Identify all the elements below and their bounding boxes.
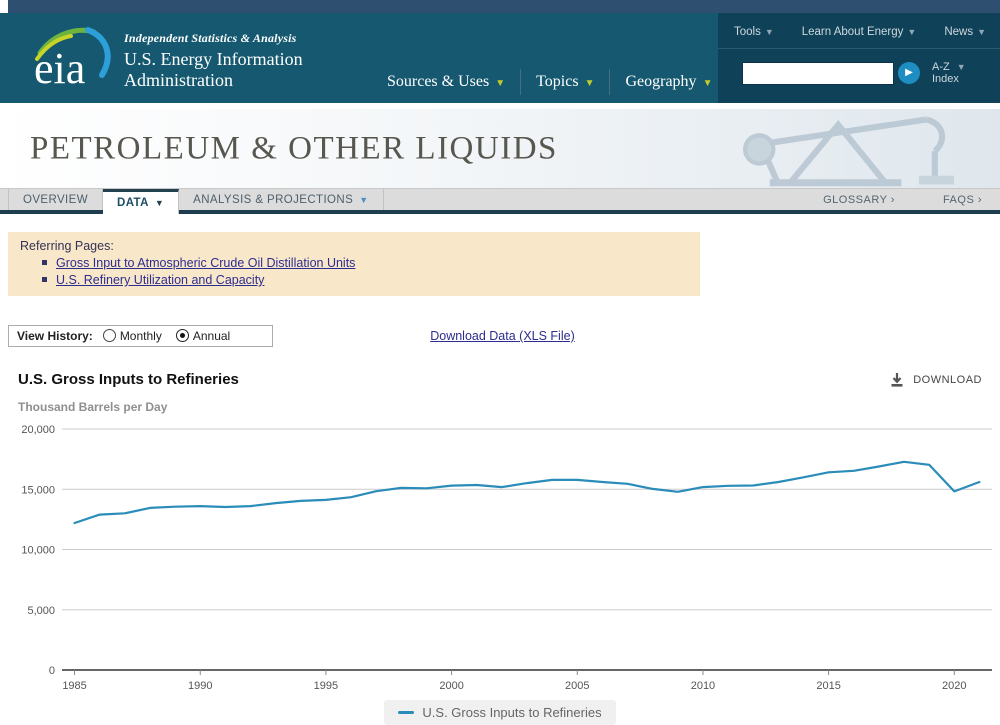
org-name: U.S. Energy Information Administration [124,49,303,90]
site-tagline: Independent Statistics & Analysis [124,31,297,45]
nav-news[interactable]: News ▼ [944,26,986,38]
svg-text:15,000: 15,000 [21,484,55,496]
chevron-down-icon: ▼ [764,27,774,37]
top-strip [8,0,1000,13]
nav-geography[interactable]: Geography ▼ [609,69,727,95]
referring-pages-box: Referring Pages: Gross Input to Atmosphe… [8,232,700,296]
svg-text:2005: 2005 [565,680,589,692]
page-title: PETROLEUM & OTHER LIQUIDS [30,130,558,166]
chevron-down-icon: ▼ [956,62,966,72]
logo-text: Independent Statistics & Analysis U.S. E… [124,31,303,91]
legend-item[interactable]: U.S. Gross Inputs to Refineries [384,700,616,725]
section-banner: PETROLEUM & OTHER LIQUIDS [0,109,1000,188]
chevron-down-icon: ▼ [907,27,917,37]
list-item: Gross Input to Atmospheric Crude Oil Dis… [42,256,688,270]
eia-logo-icon: eia [34,27,111,93]
chart-header: U.S. Gross Inputs to Refineries DOWNLOAD [18,371,982,388]
chart-download-button[interactable]: DOWNLOAD [889,372,982,388]
chevron-down-icon: ▼ [359,194,369,205]
svg-text:eia: eia [34,44,85,93]
faqs-link[interactable]: FAQS › [942,193,982,206]
radio-annual-icon[interactable] [175,329,189,342]
eia-logo[interactable]: eia Independent Statistics & Analysis U.… [28,23,303,93]
search-submit-button[interactable]: ▶ [898,62,920,84]
svg-text:5,000: 5,000 [27,605,55,617]
referring-link-refinery-utilization[interactable]: U.S. Refinery Utilization and Capacity [56,273,265,287]
chart-legend: U.S. Gross Inputs to Refineries [0,700,1000,725]
tab-right-links: GLOSSARY › FAQS › [775,189,1000,210]
tab-analysis-projections[interactable]: ANALYSIS & PROJECTIONS ▼ [179,189,384,210]
svg-text:2020: 2020 [942,680,966,692]
chevron-down-icon: ▼ [584,78,595,89]
view-history-label: View History: [17,329,93,343]
referring-pages-label: Referring Pages: [20,239,114,253]
search-input[interactable] [742,61,894,85]
svg-text:1985: 1985 [62,680,86,692]
utility-nav: Tools ▼ Learn About Energy ▼ News ▼ [718,13,1000,49]
svg-text:10,000: 10,000 [21,545,55,557]
site-header: eia Independent Statistics & Analysis U.… [0,13,1000,103]
chevron-down-icon: ▼ [977,27,986,37]
svg-text:2015: 2015 [816,680,840,692]
svg-text:2000: 2000 [439,680,463,692]
main-nav: Sources & Uses ▼ Topics ▼ Geography ▼ [372,69,727,95]
chart-unit-label: Thousand Barrels per Day [18,400,168,414]
pumpjack-illustration-icon [743,116,955,187]
chevron-down-icon: ▼ [495,78,506,89]
tab-data[interactable]: DATA ▼ [102,189,180,214]
utility-panel: Tools ▼ Learn About Energy ▼ News ▼ ▶ A-Z ▼… [718,13,1000,103]
glossary-link[interactable]: GLOSSARY › [823,193,895,206]
radio-monthly-icon[interactable] [102,329,116,342]
legend-line-swatch-icon [398,711,415,714]
chart-title: U.S. Gross Inputs to Refineries [18,371,239,388]
nav-tools[interactable]: Tools ▼ [734,26,774,38]
tab-bar: OVERVIEW DATA ▼ ANALYSIS & PROJECTIONS ▼ G… [0,188,1000,214]
referring-link-gross-input[interactable]: Gross Input to Atmospheric Crude Oil Dis… [56,256,356,270]
view-history-box: View History: Monthly Annual [8,325,274,347]
svg-text:20,000: 20,000 [21,424,55,436]
az-index-link[interactable]: A-Z ▼ Index [932,61,966,85]
svg-text:1990: 1990 [188,680,212,692]
nav-sources-uses[interactable]: Sources & Uses ▼ [387,73,506,90]
nav-learn-about-energy[interactable]: Learn About Energy ▼ [801,26,917,38]
bullet-icon [42,277,47,282]
chevron-down-icon: ▼ [702,78,713,89]
svg-text:1995: 1995 [314,680,338,692]
nav-topics[interactable]: Topics ▼ [520,69,609,95]
download-icon [891,372,903,387]
chevron-down-icon: ▼ [154,198,165,208]
download-data-link[interactable]: Download Data (XLS File) [430,329,575,343]
list-item: U.S. Refinery Utilization and Capacity [42,273,688,287]
svg-text:2010: 2010 [691,680,715,692]
svg-text:0: 0 [49,665,55,677]
search-row: ▶ A-Z ▼ Index [718,49,1000,85]
controls-row: View History: Monthly Annual Download Da… [8,325,1000,347]
radio-monthly[interactable]: Monthly [102,329,162,343]
tab-overview[interactable]: OVERVIEW [8,189,103,210]
bullet-icon [42,260,47,265]
refinery-inputs-chart: 0 5,000 10,000 15,000 20,000 1985 1990 1995 2000… [21,424,992,692]
radio-annual[interactable]: Annual [175,329,230,343]
